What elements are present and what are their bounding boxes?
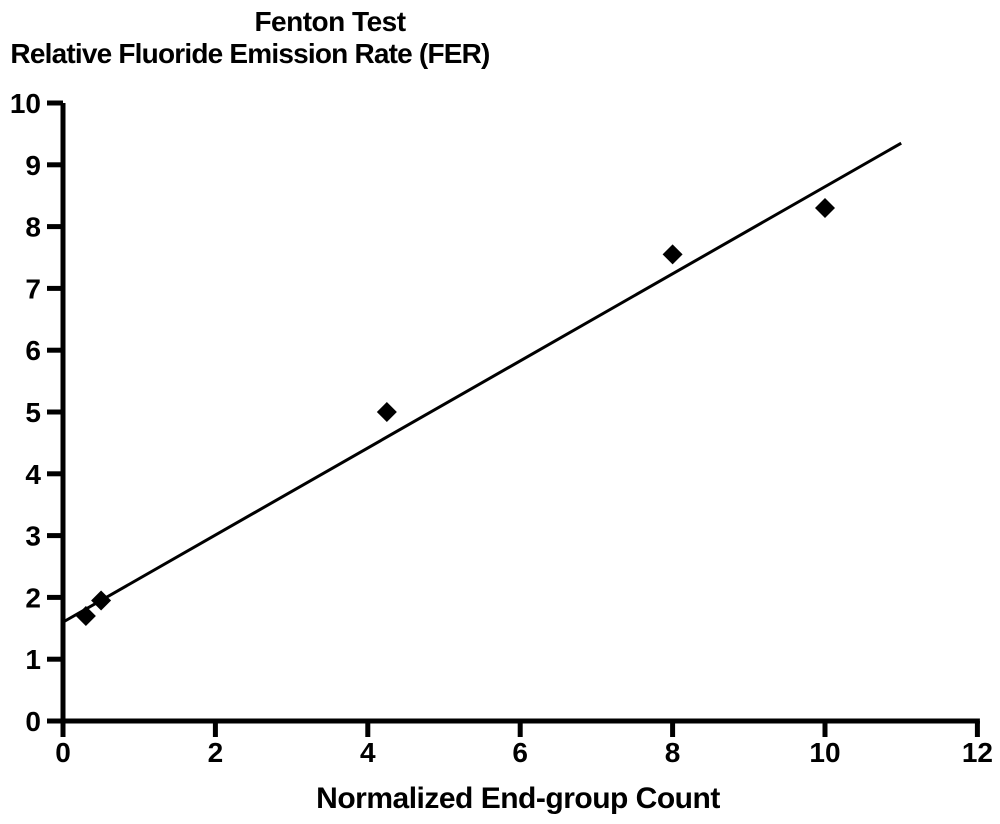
x-axis-label: Normalized End-group Count xyxy=(316,782,720,815)
y-tick-label: 0 xyxy=(25,706,41,737)
x-tick-label: 2 xyxy=(208,737,224,768)
x-tick-label: 0 xyxy=(55,737,71,768)
x-tick-label: 6 xyxy=(512,737,528,768)
y-tick-label: 7 xyxy=(25,273,41,304)
chart-title: Fenton Test xyxy=(254,6,406,37)
y-tick-label: 3 xyxy=(25,521,41,552)
x-tick-label: 4 xyxy=(360,737,376,768)
y-tick-label: 9 xyxy=(25,150,41,181)
y-tick-label: 5 xyxy=(25,397,41,428)
data-point-diamond xyxy=(662,244,683,265)
y-tick-label: 4 xyxy=(25,459,41,490)
x-tick-label: 12 xyxy=(962,737,993,768)
trend-line xyxy=(62,141,902,624)
data-point-diamond xyxy=(376,402,397,422)
x-tick-label: 10 xyxy=(809,737,840,768)
y-tick-label: 8 xyxy=(25,212,41,243)
y-tick-label: 10 xyxy=(10,88,41,119)
y-tick-label: 6 xyxy=(25,335,41,366)
y-tick-label: 1 xyxy=(25,644,41,675)
data-point-diamond xyxy=(91,590,112,611)
data-point-diamond xyxy=(75,605,96,626)
y-tick-label: 2 xyxy=(25,582,41,613)
x-tick-label: 8 xyxy=(665,737,681,768)
data-point-diamond xyxy=(815,198,835,219)
chart-subtitle: Relative Fluoride Emission Rate (FER) xyxy=(10,38,490,69)
